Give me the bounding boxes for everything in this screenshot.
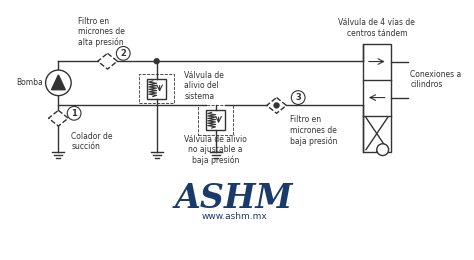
Text: Colador de
succión: Colador de succión	[71, 132, 113, 151]
Polygon shape	[52, 75, 65, 90]
Bar	[363, 43, 391, 152]
Circle shape	[292, 91, 305, 105]
Bar	[139, 74, 174, 103]
Bar	[198, 106, 233, 135]
Circle shape	[67, 106, 81, 120]
Circle shape	[154, 59, 159, 64]
Text: Válvula de 4 vías de
centros tándem: Válvula de 4 vías de centros tándem	[338, 18, 415, 38]
Circle shape	[274, 103, 279, 108]
Text: 1: 1	[71, 109, 77, 118]
Circle shape	[46, 70, 71, 96]
Text: Bomba: Bomba	[16, 78, 43, 87]
Text: Válvula de alivio
no ajustable a
baja presión: Válvula de alivio no ajustable a baja pr…	[184, 135, 247, 165]
Bar	[147, 79, 166, 99]
Circle shape	[377, 144, 389, 155]
Bar	[206, 110, 226, 130]
Text: Filtro en
micrones de
baja presión: Filtro en micrones de baja presión	[290, 115, 337, 146]
Text: ASHM: ASHM	[175, 182, 293, 215]
Text: Válvula de
alivio del
sistema: Válvula de alivio del sistema	[184, 71, 224, 101]
Text: www.ashm.mx: www.ashm.mx	[201, 212, 267, 221]
Text: Filtro en
micrones de
alta presión: Filtro en micrones de alta presión	[78, 17, 125, 48]
Text: 3: 3	[295, 93, 301, 102]
Text: Conexiones a
cilindros: Conexiones a cilindros	[410, 70, 462, 89]
Circle shape	[117, 47, 130, 60]
Text: 2: 2	[120, 49, 126, 58]
